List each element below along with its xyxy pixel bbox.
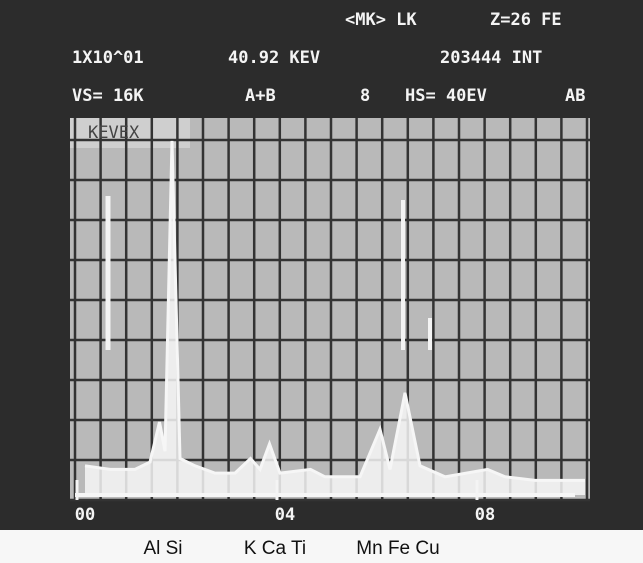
brand-label: KEVEX <box>88 123 140 143</box>
screen-readout: 8 <box>360 86 370 106</box>
screen-readout: AB <box>565 86 585 106</box>
page: <MK> LK Z=26 FE 1X10^01 40.92 KEV 203444 INT… <box>0 0 643 563</box>
element-label: Mn Fe Cu <box>356 538 439 559</box>
x-tick-label: 08 <box>475 505 495 525</box>
screen-readout: Z=26 FE <box>490 10 562 30</box>
screen-readout: HS= 40EV <box>405 86 487 106</box>
screen-readout: VS= 16K <box>72 86 144 106</box>
chart: <MK> LK Z=26 FE 1X10^01 40.92 KEV 203444 INT… <box>0 0 643 563</box>
screen-readout: A+B <box>245 86 276 106</box>
screen-readout: <MK> LK <box>345 10 417 30</box>
x-tick-label: 00 <box>75 505 95 525</box>
screen-readout: 203444 INT <box>440 48 542 68</box>
caption-strip <box>0 530 643 563</box>
screen-readout: 40.92 KEV <box>228 48 320 68</box>
screen-readout: 1X10^01 <box>72 48 144 68</box>
element-label: K Ca Ti <box>244 538 306 559</box>
x-tick-label: 04 <box>275 505 295 525</box>
element-label: Al Si <box>143 538 182 559</box>
